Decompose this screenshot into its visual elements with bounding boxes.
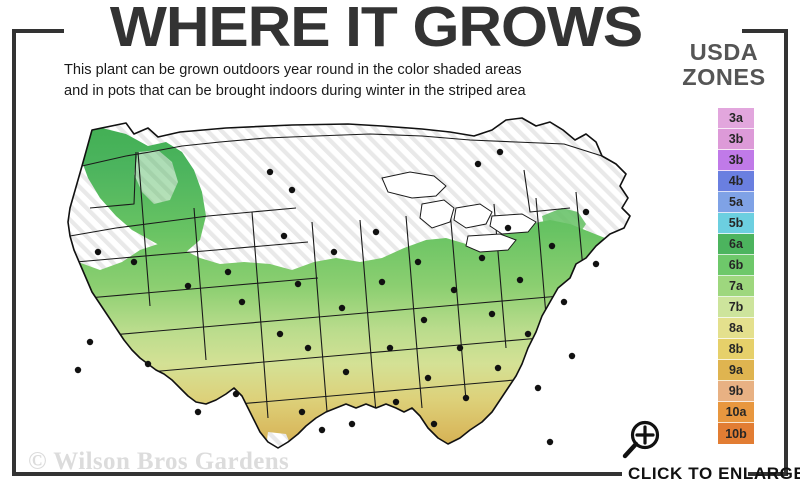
zone-swatch-6a-6: 6a — [718, 234, 754, 255]
map-color-shaded-region — [68, 118, 630, 448]
zone-swatch-10a-14: 10a — [718, 402, 754, 423]
zone-swatch-10b-15: 10b — [718, 423, 754, 444]
frame-right-edge — [784, 29, 788, 476]
click-to-enlarge-label[interactable]: CLICK TO ENLARGE — [628, 464, 800, 483]
zone-swatch-3b-1: 3b — [718, 129, 754, 150]
frame-top-right — [742, 29, 788, 33]
magnifier-plus-icon[interactable] — [618, 418, 664, 464]
frame-left-edge — [12, 29, 16, 476]
legend-heading-line-1: USDA — [689, 39, 759, 65]
city-dots — [74, 148, 600, 446]
subtitle-line-1: This plant can be grown outdoors year ro… — [64, 62, 522, 78]
frame-bottom-left — [12, 472, 622, 476]
zone-swatch-7b-9: 7b — [718, 297, 754, 318]
page-title: WHERE IT GROWS — [109, 0, 643, 59]
zone-swatch-3a-0: 3a — [718, 108, 754, 129]
zone-swatch-8b-11: 8b — [718, 339, 754, 360]
zone-swatch-6b-7: 6b — [718, 255, 754, 276]
legend-heading: USDA ZONES — [659, 40, 790, 90]
zone-swatch-9b-13: 9b — [718, 381, 754, 402]
zone-swatch-4b-3: 4b — [718, 171, 754, 192]
legend-heading-line-2: ZONES — [682, 64, 766, 90]
zone-swatch-9a-12: 9a — [718, 360, 754, 381]
page-subtitle: This plant can be grown outdoors year ro… — [64, 60, 644, 102]
zone-swatch-5a-4: 5a — [718, 192, 754, 213]
frame-bottom-right — [748, 472, 788, 476]
frame-top-left — [12, 29, 64, 33]
zone-swatch-3b-2: 3b — [718, 150, 754, 171]
subtitle-line-2: and in pots that can be brought indoors … — [64, 83, 526, 99]
usa-growing-zone-map[interactable] — [30, 112, 670, 462]
usda-zone-scale: 3a 3b 3b 4b 5a 5b 6a 6b 7a 7b 8a 8b 9a 9b 10a 10b — [718, 108, 754, 444]
zone-swatch-5b-5: 5b — [718, 213, 754, 234]
state-boundaries — [69, 133, 603, 425]
copyright-watermark: © Wilson Bros Gardens — [28, 448, 290, 475]
map-container[interactable] — [30, 112, 670, 462]
zone-swatch-8a-10: 8a — [718, 318, 754, 339]
usa-national-outline — [67, 117, 631, 449]
great-lakes — [381, 171, 537, 253]
zone-swatch-7a-8: 7a — [718, 276, 754, 297]
